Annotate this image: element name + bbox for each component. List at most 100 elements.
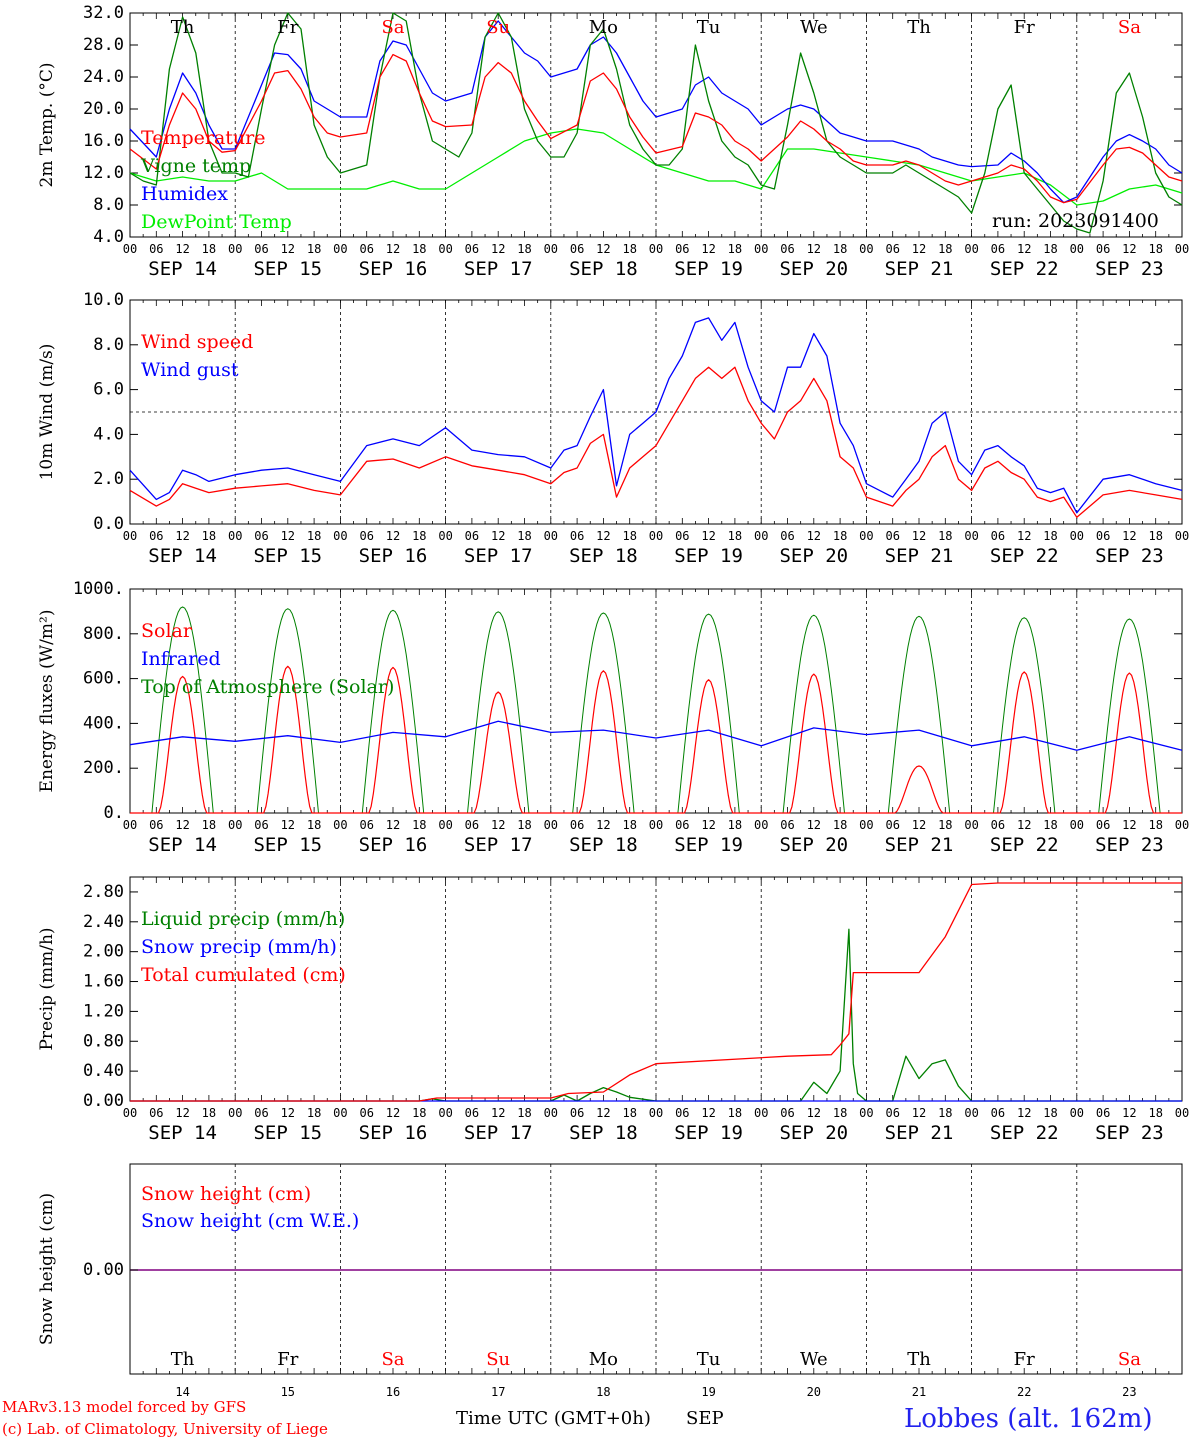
hour-tick-label: 00 (1070, 242, 1084, 256)
hour-tick-label: 18 (412, 242, 426, 256)
hour-tick-label: 18 (1043, 818, 1057, 832)
hour-tick-label: 18 (307, 529, 321, 543)
hour-tick-label: 00 (649, 529, 663, 543)
date-label: SEP 19 (674, 834, 743, 856)
hour-tick-label: 06 (359, 818, 373, 832)
hour-tick-label: 00 (333, 1106, 347, 1120)
hour-tick-label: 00 (859, 818, 873, 832)
hour-tick-label: 12 (1017, 818, 1031, 832)
day-name: Sa (381, 1349, 404, 1370)
date-label: SEP 14 (148, 545, 217, 567)
series-line (129, 317, 1183, 514)
y-tick-label: 2.00 (83, 942, 124, 962)
hour-tick-label: 18 (307, 242, 321, 256)
hour-tick-label: 06 (780, 529, 794, 543)
day-name: Fr (277, 17, 298, 38)
hour-tick-label: 18 (1043, 529, 1057, 543)
hour-tick-label: 18 (202, 818, 216, 832)
y-tick-label: 2.0 (93, 469, 124, 489)
hour-tick-label: 00 (333, 818, 347, 832)
series-line (130, 928, 1182, 1102)
hour-tick-label: 12 (1122, 818, 1136, 832)
date-label: SEP 22 (990, 1122, 1059, 1144)
hour-tick-label: 06 (254, 242, 268, 256)
hour-tick-label: 12 (1017, 529, 1031, 543)
y-axis-label: Energy fluxes (W/m²) (37, 610, 57, 793)
date-label: SEP 14 (148, 834, 217, 856)
legend-entry: Snow height (cm W.E.) (141, 1210, 359, 1232)
day-name: Sa (1118, 17, 1141, 38)
day-name: Fr (1014, 17, 1035, 38)
legend-entry: Humidex (141, 183, 228, 205)
legend-entry: Temperature (141, 127, 265, 149)
hour-tick-label: 12 (807, 818, 821, 832)
hour-tick-label: 12 (912, 242, 926, 256)
hour-tick-label: 12 (701, 529, 715, 543)
energy-fluxes-panel: 00 06 12 18 00 06 12 18 00 06 12 18 00 06 12 18 00 06 12 18… (37, 579, 1189, 856)
hour-tick-label: 06 (149, 529, 163, 543)
hour-tick-label: 18 (517, 818, 531, 832)
hour-tick-label: 12 (175, 529, 189, 543)
hour-tick-label: 00 (1175, 242, 1189, 256)
x-axis-title: Time UTC (GMT+0h) (456, 1408, 651, 1429)
hour-tick-label: 00 (1175, 818, 1189, 832)
day-name: Tu (697, 17, 721, 38)
hour-tick-label: 12 (807, 529, 821, 543)
day-number: 21 (912, 1385, 926, 1399)
hour-tick-label: 18 (202, 242, 216, 256)
day-name: Su (486, 1349, 510, 1370)
hour-tick-label: 00 (964, 242, 978, 256)
legend-entry: Wind speed (141, 331, 253, 353)
hour-tick-label: 12 (281, 242, 295, 256)
hour-tick-label: 00 (964, 1106, 978, 1120)
hour-tick-label: 12 (912, 529, 926, 543)
precipitation-panel: 00 06 12 18 00 06 12 18 00 06 12 18 00 06 12 18 00 06 12 18… (37, 876, 1189, 1144)
hour-tick-label: 18 (1148, 242, 1162, 256)
date-label: SEP 15 (253, 1122, 322, 1144)
hour-tick-label: 00 (649, 242, 663, 256)
day-number: 16 (386, 1385, 400, 1399)
y-axis-label: 2m Temp. (°C) (37, 62, 57, 187)
hour-tick-label: 00 (544, 1106, 558, 1120)
y-tick-label: 1.60 (83, 972, 124, 992)
y-axis-label: Precip (mm/h) (37, 927, 57, 1050)
y-tick-label: 24.0 (83, 67, 124, 87)
day-name: Tu (697, 1349, 721, 1370)
legend-entry: DewPoint Temp (141, 211, 292, 233)
hour-tick-label: 12 (596, 818, 610, 832)
day-number: 19 (701, 1385, 715, 1399)
temperature-panel: 00 06 12 18 00 06 12 18 00 06 12 18 00 06 12 18 00 06 12 18… (37, 3, 1189, 280)
series-line (129, 12, 1183, 234)
hour-tick-label: 18 (202, 529, 216, 543)
hour-tick-label: 18 (412, 529, 426, 543)
hour-tick-label: 00 (859, 529, 873, 543)
wind-panel: 00 06 12 18 00 06 12 18 00 06 12 18 00 06 12 18 00 06 12 18… (37, 290, 1189, 567)
hour-tick-label: 12 (491, 242, 505, 256)
day-name: We (800, 1349, 828, 1370)
hour-tick-label: 00 (123, 242, 137, 256)
hour-tick-label: 06 (780, 242, 794, 256)
date-label: SEP 17 (464, 834, 533, 856)
hour-tick-label: 18 (1043, 242, 1057, 256)
date-label: SEP 14 (148, 258, 217, 280)
day-number: 20 (807, 1385, 821, 1399)
hour-tick-label: 06 (254, 529, 268, 543)
hour-tick-label: 00 (438, 1106, 452, 1120)
day-name: Fr (1014, 1349, 1035, 1370)
day-name: Su (486, 17, 510, 38)
hour-tick-label: 06 (149, 1106, 163, 1120)
date-label: SEP 20 (779, 258, 848, 280)
series-line (129, 53, 1183, 204)
date-label: SEP 17 (464, 545, 533, 567)
y-tick-label: 8.0 (93, 335, 124, 355)
hour-tick-label: 12 (386, 529, 400, 543)
hour-tick-label: 12 (175, 818, 189, 832)
hour-tick-label: 18 (622, 1106, 636, 1120)
date-label: SEP 17 (464, 258, 533, 280)
hour-tick-label: 12 (281, 818, 295, 832)
hour-tick-label: 12 (596, 242, 610, 256)
model-credit: MARv3.13 model forced by GFS (2, 1398, 246, 1416)
hour-tick-label: 00 (754, 818, 768, 832)
hour-tick-label: 12 (912, 818, 926, 832)
